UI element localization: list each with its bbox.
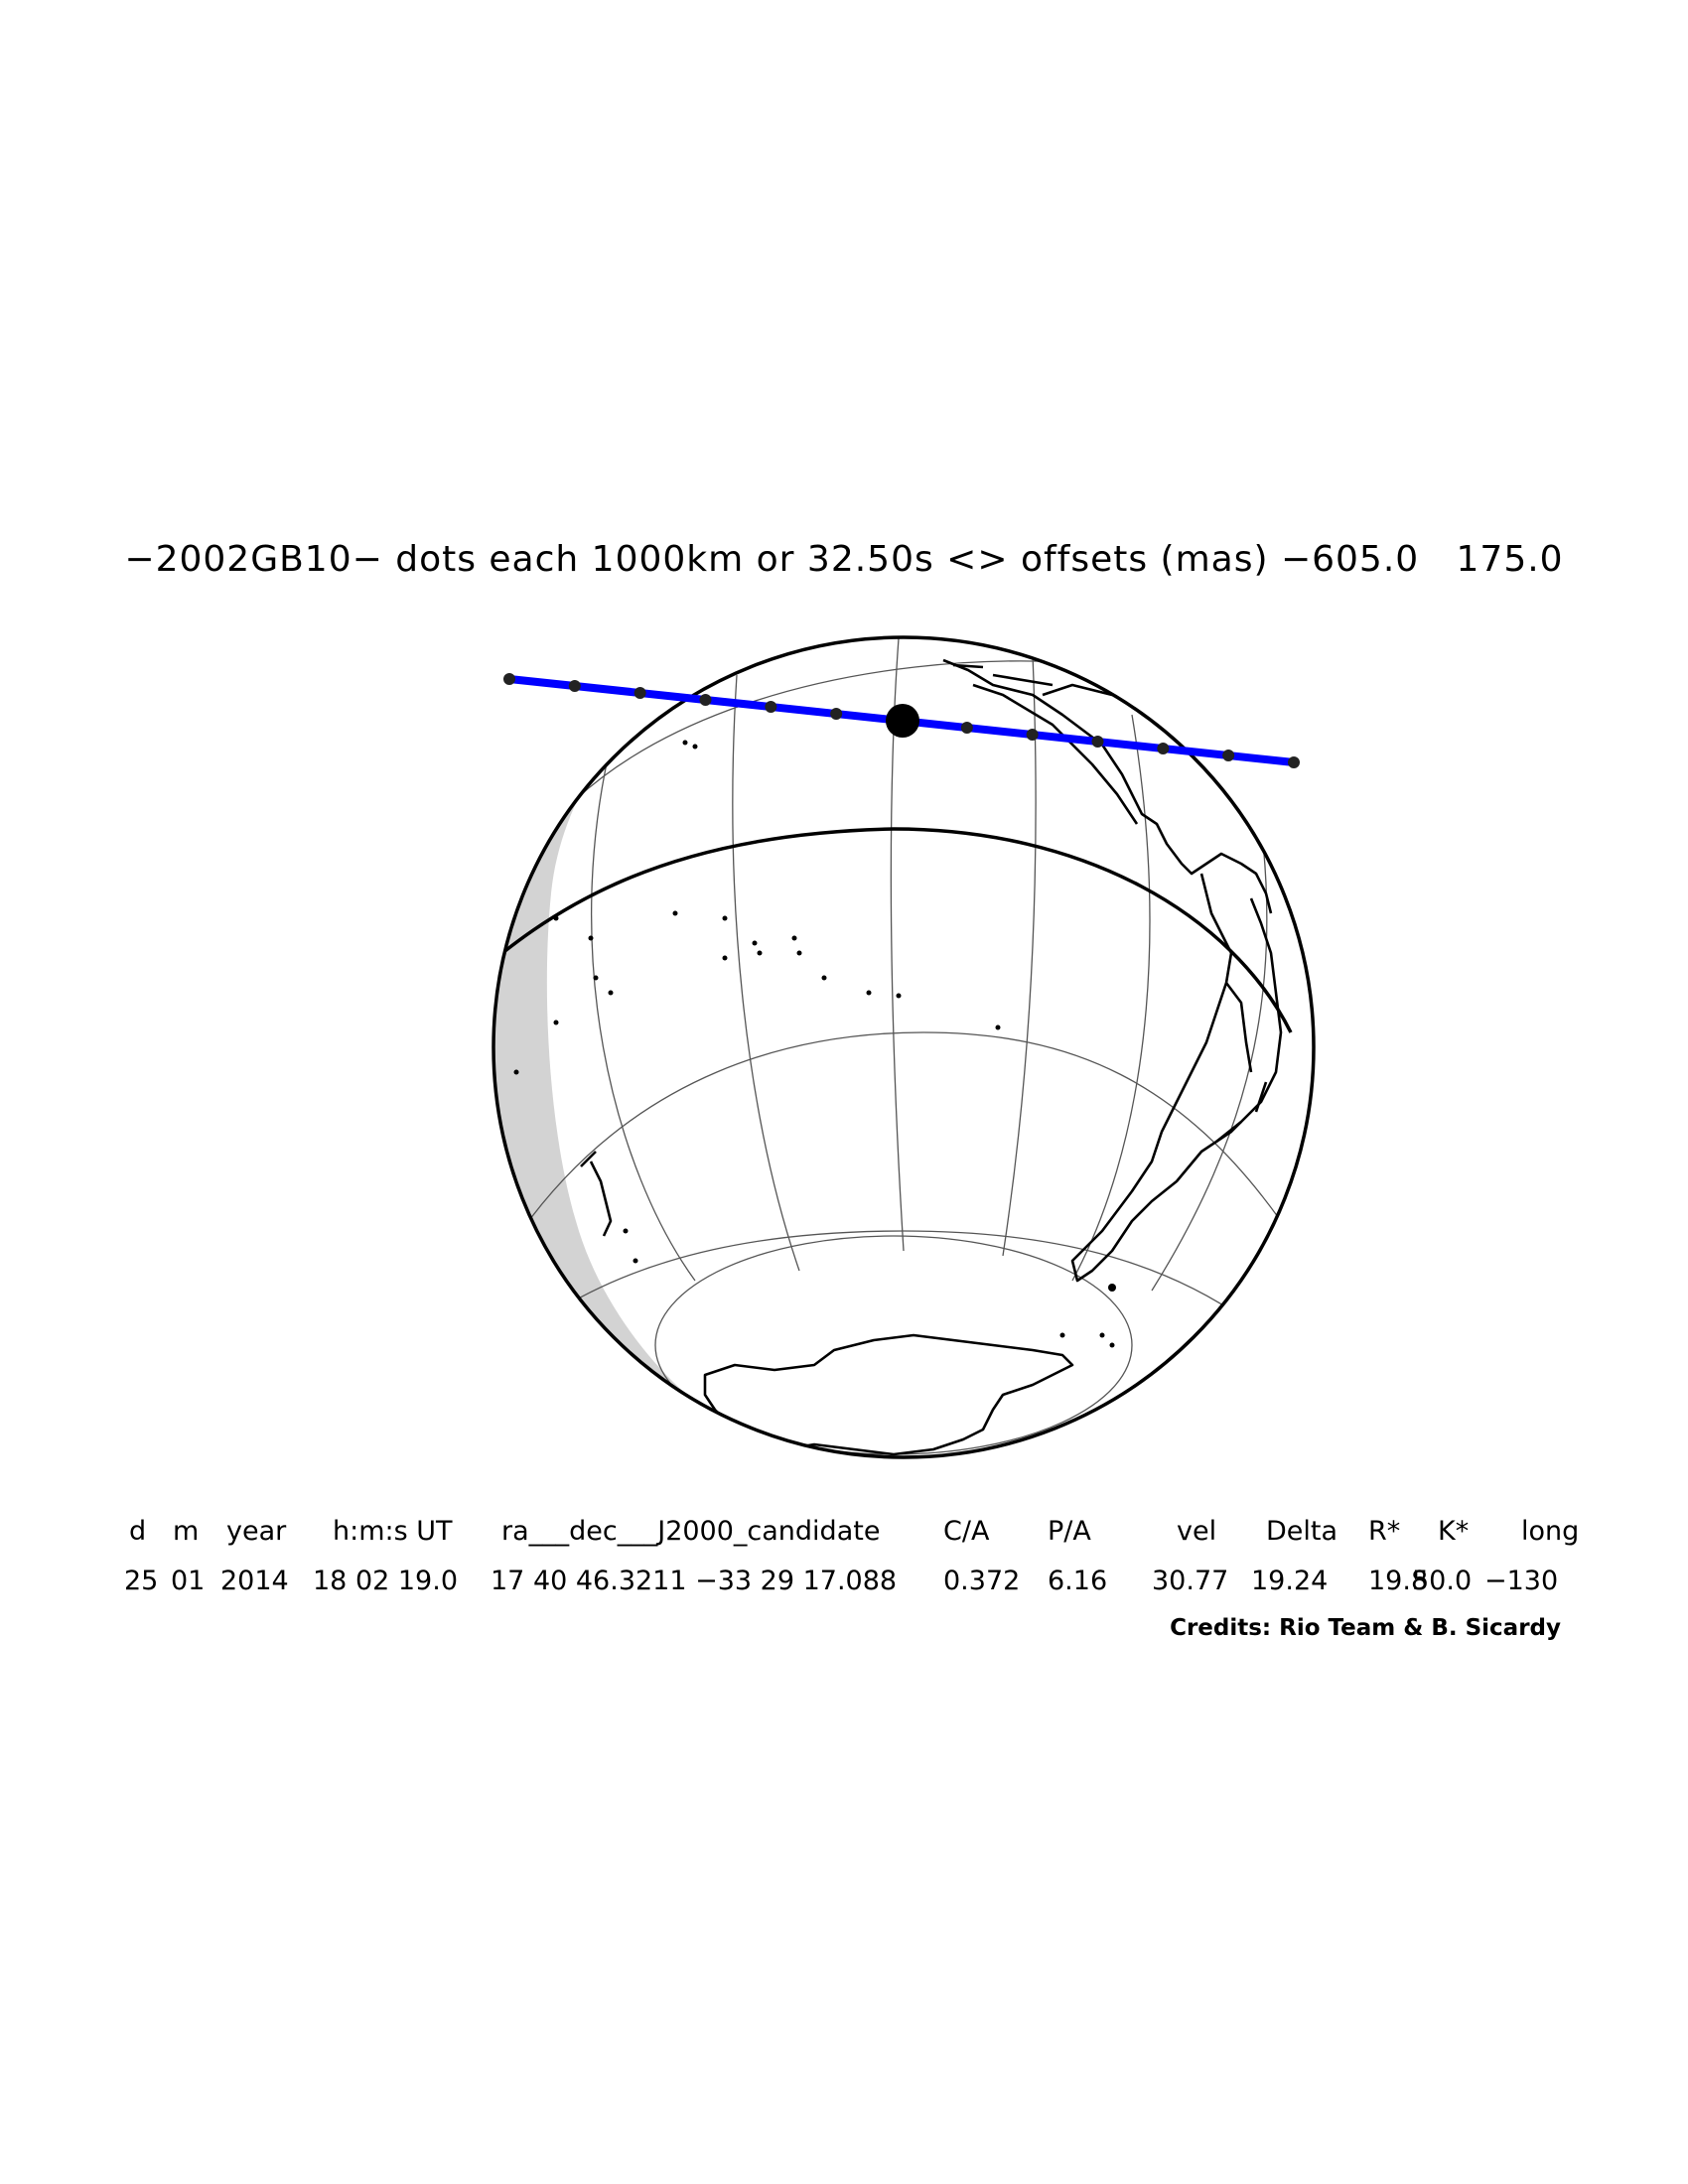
occultation-track [503,673,1300,768]
track-dot [1222,750,1235,761]
table-header: R* [1368,1516,1401,1547]
track-dot [960,722,973,734]
table-header: P/A [1048,1516,1091,1547]
table-header: h:m:s UT [333,1516,453,1547]
table-value: 01 [171,1566,206,1596]
track-dot [1091,736,1104,748]
equator [493,827,1293,1033]
table-value: 2014 [220,1566,289,1596]
table-value: −130 [1484,1566,1559,1596]
track-dot [633,687,646,699]
table-header: d [129,1516,147,1547]
table-value: 19.8 [1368,1566,1429,1596]
table-value: 19.24 [1251,1566,1329,1596]
table-header: K* [1438,1516,1470,1547]
table-value: 18 02 19.0 [313,1566,458,1596]
earth-limb [492,635,1316,1459]
table-header: ra___dec___J2000_candidate [501,1516,881,1547]
twilight-zone [493,637,784,1457]
table-header: C/A [943,1516,990,1547]
closest-approach-marker [886,704,919,738]
islands [513,740,1116,1348]
track-dot [568,680,581,692]
track-dot [765,701,777,713]
track-dot [699,694,712,706]
track-dot [1157,743,1170,754]
table-header: Delta [1266,1516,1338,1547]
plot-title: −2002GB10− dots each 1000km or 32.50s <>… [124,539,1564,580]
south-america [1070,873,1283,1283]
credits: Credits: Rio Team & B. Sicardy [1170,1615,1561,1641]
table-header: year [226,1516,287,1547]
table-header: m [173,1516,200,1547]
table-header: long [1521,1516,1580,1547]
table-value: 30.77 [1152,1566,1229,1596]
table-value: 0.372 [943,1566,1021,1596]
track-dot [1288,756,1300,768]
table-value: 25 [124,1566,159,1596]
new-zealand [580,1151,613,1237]
north-america [942,658,1273,914]
table-value: 6.16 [1048,1566,1108,1596]
table-value: 17 40 46.3211 −33 29 17.088 [491,1566,898,1596]
table-header: vel [1177,1516,1217,1547]
table-value: 50.0 [1412,1566,1473,1596]
track-dot [830,708,843,720]
earth-disk [493,637,1314,1457]
track-dot [1026,729,1039,741]
track-dot [503,673,515,685]
